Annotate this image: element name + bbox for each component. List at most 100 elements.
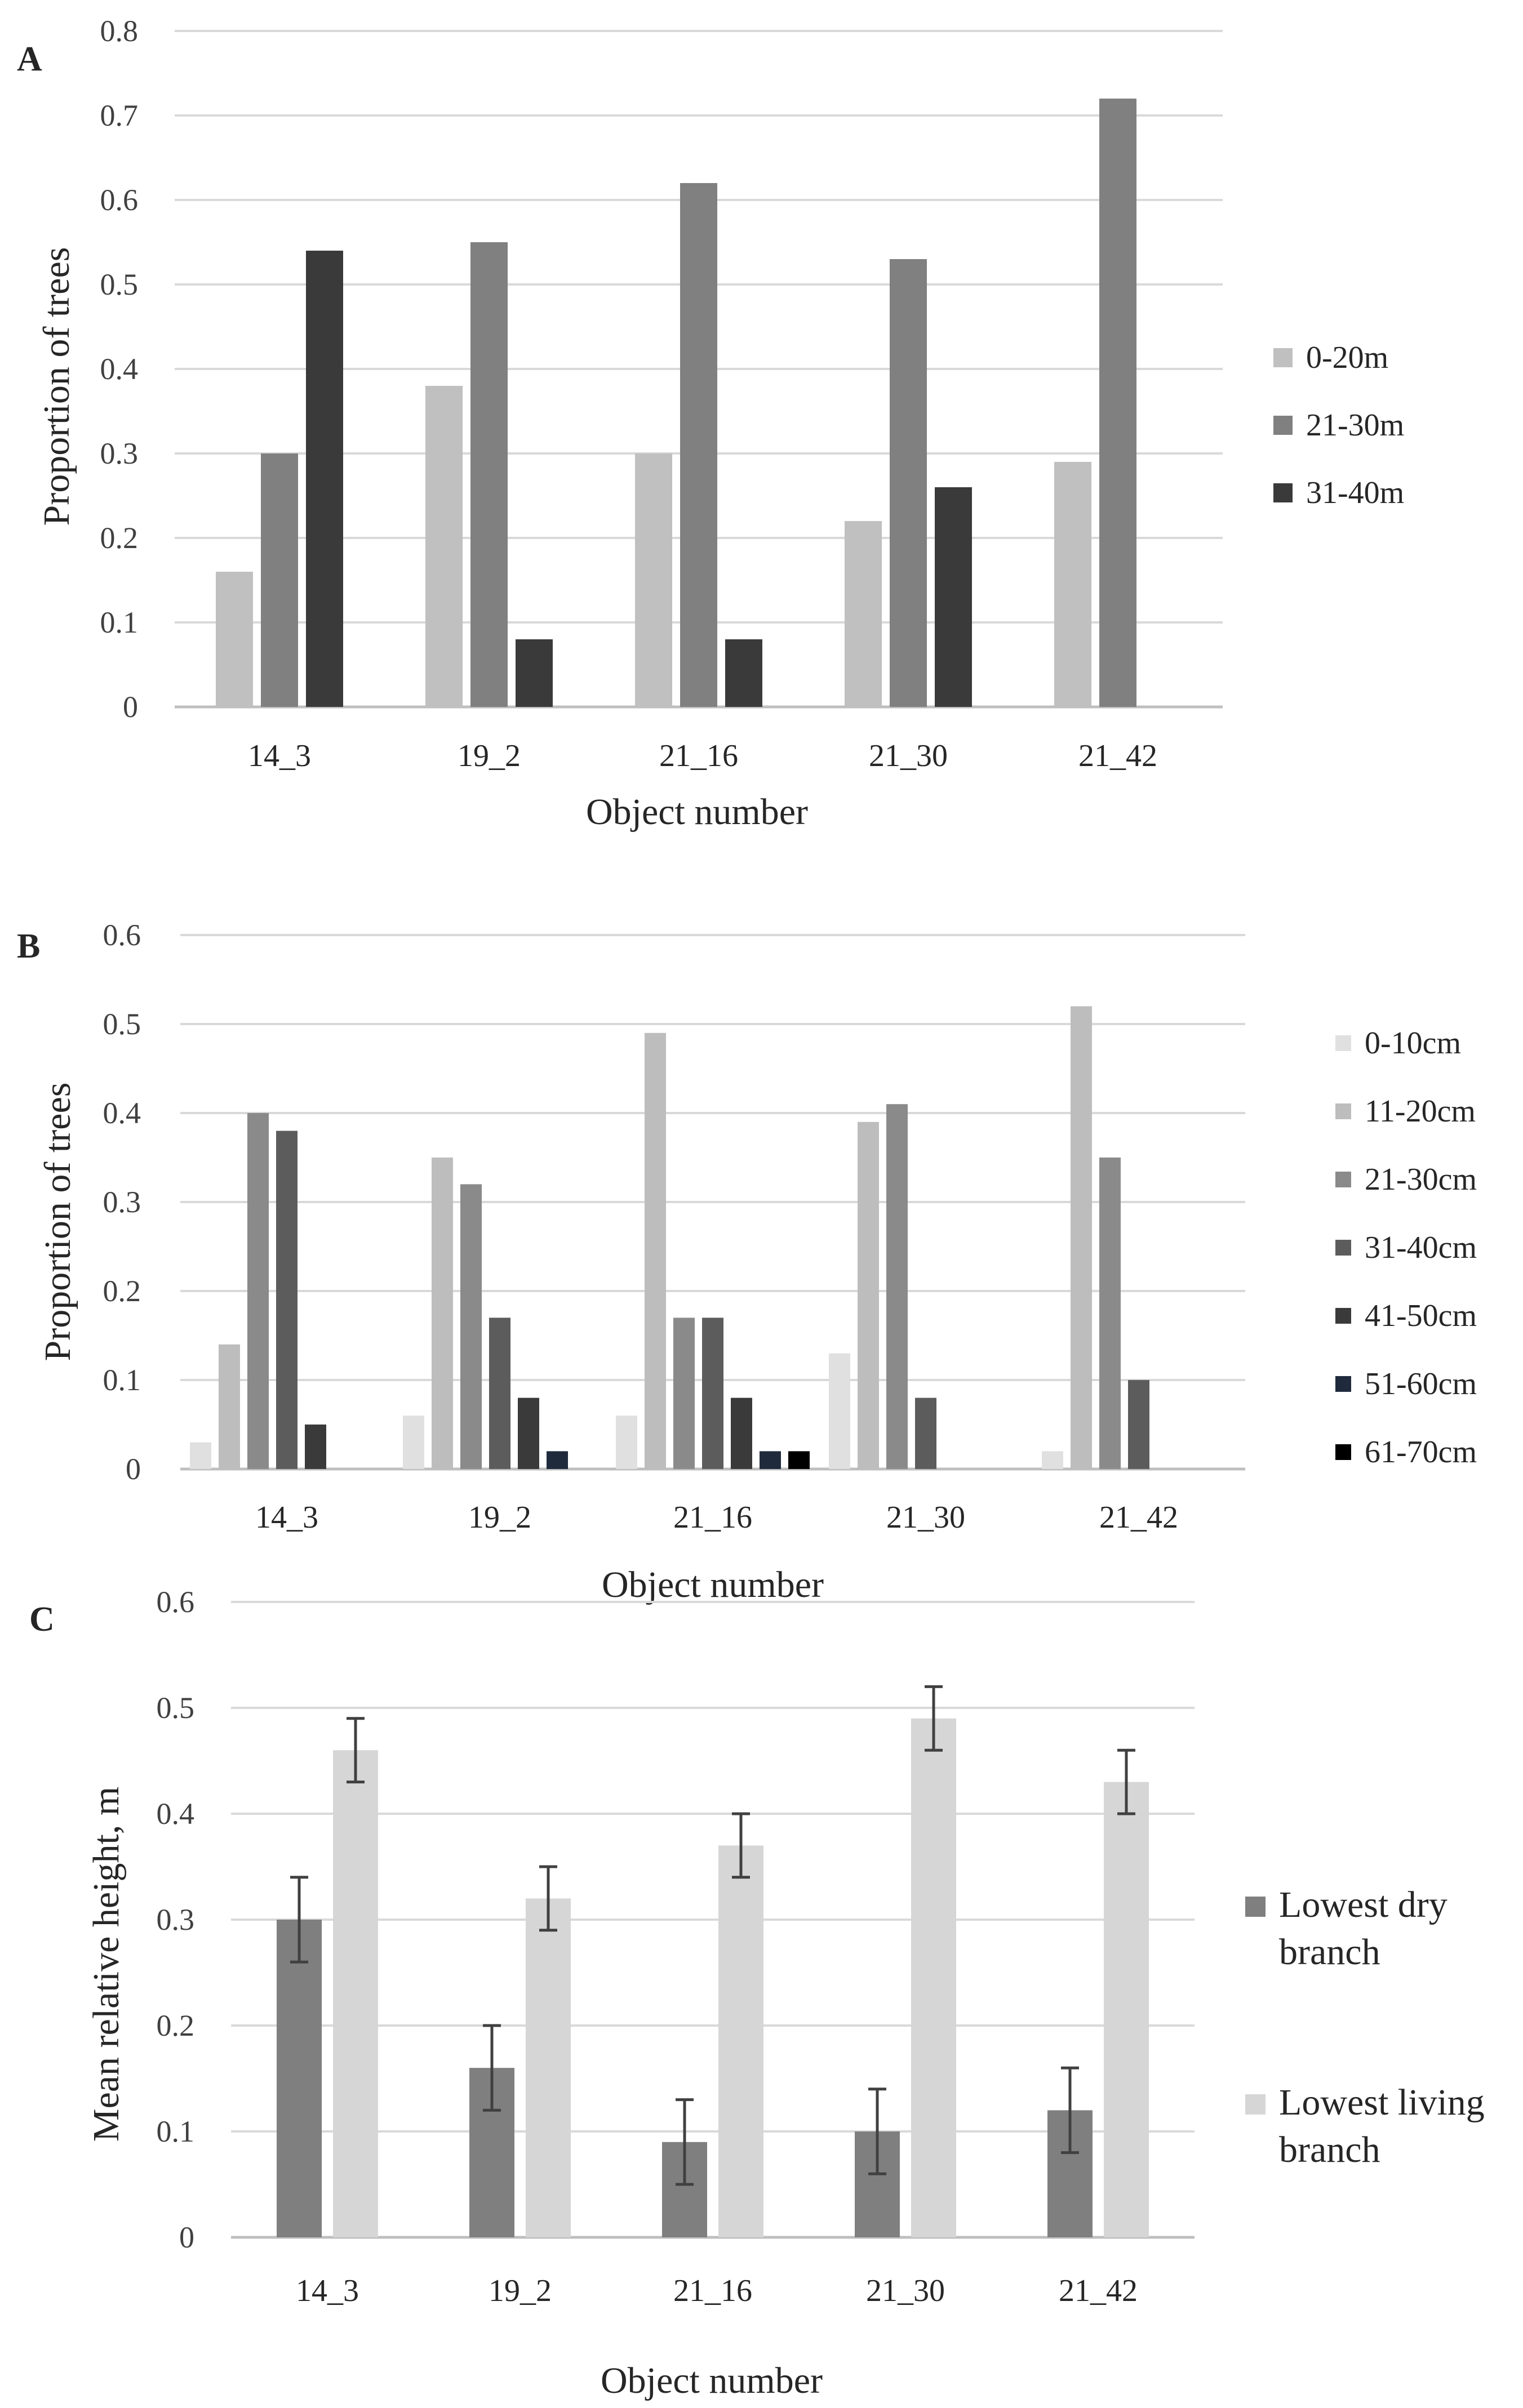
panel-b-gridlines <box>180 934 1245 1471</box>
a-bar-21_42-s1 <box>1099 99 1136 707</box>
legend-label: branch <box>1279 1931 1380 1973</box>
a-x-tick-label: 21_30 <box>869 738 948 773</box>
c-x-tick-label: 21_42 <box>1059 2273 1138 2308</box>
c-y-tick-label: 0.2 <box>157 2009 195 2042</box>
b-bar-21_42-s3 <box>1128 1380 1149 1469</box>
panel-b-y-axis-title: Proportion of trees <box>37 1083 78 1361</box>
b-y-tick-label: 0.4 <box>103 1096 141 1130</box>
legend-swatch <box>1335 1308 1351 1324</box>
legend-label: Lowest living <box>1279 2082 1485 2123</box>
c-x-tick-label: 14_3 <box>296 2273 359 2308</box>
panel-c-y-axis-title: Mean relative height, m <box>86 1787 127 2142</box>
a-bar-21_16-s1 <box>680 183 717 707</box>
b-x-tick-label: 21_16 <box>673 1500 752 1535</box>
legend-swatch <box>1273 416 1293 435</box>
panel-b-legend: 0-10cm 11-20cm 21-30cm 31-40cm 41-50cm 51-60c… <box>1335 1026 1477 1470</box>
legend-swatch <box>1335 1035 1351 1051</box>
b-bar-21_30-s1 <box>858 1121 879 1469</box>
c-error-bar-14_3-s0 <box>290 1876 308 1964</box>
a-y-tick-label: 0.4 <box>100 352 139 386</box>
a-x-tick-label: 21_42 <box>1078 738 1157 773</box>
b-bar-14_3-s0 <box>190 1442 211 1469</box>
c-bar-14_3-s0 <box>277 1920 322 2237</box>
panel-a-y-ticks: 0 0.1 0.2 0.3 0.4 0.5 0.6 0.7 0.8 <box>100 14 139 724</box>
b-bar-21_42-s2 <box>1099 1158 1121 1469</box>
b-bar-14_3-s2 <box>247 1113 269 1469</box>
panel-c-letter: C <box>29 1600 55 1639</box>
b-legend-item: 11-20cm <box>1335 1094 1476 1129</box>
b-bar-21_30-s2 <box>886 1104 908 1469</box>
c-error-bar-21_42-s1 <box>1117 1748 1135 1815</box>
panel-b-x-labels: 14_3 19_2 21_16 21_30 21_42 <box>255 1500 1178 1535</box>
legend-swatch <box>1335 1376 1351 1392</box>
legend-swatch <box>1273 348 1293 367</box>
panel-c-x-axis-title: Object number <box>601 2360 823 2401</box>
a-y-tick-label: 0.6 <box>100 183 139 217</box>
b-bar-19_2-s1 <box>432 1158 453 1469</box>
a-bar-21_30-s0 <box>845 521 882 707</box>
c-bar-14_3-s1 <box>333 1750 378 2237</box>
legend-swatch <box>1335 1103 1351 1119</box>
legend-label: Lowest dry <box>1279 1884 1447 1925</box>
c-y-tick-label: 0.3 <box>157 1903 195 1937</box>
c-error-bar-21_30-s1 <box>925 1685 943 1752</box>
b-y-tick-label: 0.3 <box>103 1185 141 1219</box>
panel-c-y-ticks: 0 0.1 0.2 0.3 0.4 0.5 0.6 <box>157 1585 195 2254</box>
b-bar-21_16-s0 <box>616 1416 637 1469</box>
c-bar-21_30-s1 <box>911 1718 956 2237</box>
a-bar-21_30-s1 <box>890 259 927 707</box>
c-x-tick-label: 21_16 <box>673 2273 752 2308</box>
c-bar-21_16-s1 <box>718 1845 763 2237</box>
c-error-bar-21_30-s0 <box>868 2087 886 2175</box>
a-legend-item: 31-40m <box>1273 475 1404 510</box>
panel-c-x-labels: 14_3 19_2 21_16 21_30 21_42 <box>296 2273 1138 2308</box>
panel-a-legend: 0-20m 21-30m 31-40m <box>1273 340 1404 510</box>
panel-b-x-axis-title: Object number <box>602 1564 824 1605</box>
panel-b-y-ticks: 0 0.1 0.2 0.3 0.4 0.5 0.6 <box>103 918 141 1486</box>
legend-label: 31-40cm <box>1365 1230 1477 1265</box>
c-bar-21_42-s1 <box>1104 1782 1149 2237</box>
c-error-bar-14_3-s1 <box>347 1717 365 1784</box>
panel-a-chart: A 0 0.1 0.2 0.3 0.4 0.5 0.6 0.7 0.8 14_3 19_2 21_1… <box>17 14 1404 833</box>
b-bar-14_3-s4 <box>305 1425 326 1469</box>
a-legend-item: 21-30m <box>1273 408 1404 443</box>
b-bar-19_2-s4 <box>518 1397 539 1469</box>
a-bar-14_3-s2 <box>306 251 343 707</box>
b-bar-21_42-s1 <box>1071 1006 1092 1469</box>
c-error-bar-19_2-s1 <box>539 1865 557 1932</box>
panel-a-letter: A <box>17 40 42 78</box>
legend-label: 31-40m <box>1306 475 1404 510</box>
a-legend-item: 0-20m <box>1273 340 1388 375</box>
a-x-tick-label: 21_16 <box>659 738 738 773</box>
b-bar-21_30-s0 <box>829 1353 850 1469</box>
a-x-tick-label: 14_3 <box>248 738 311 773</box>
b-y-tick-label: 0 <box>126 1452 141 1486</box>
legend-label: branch <box>1279 2129 1380 2170</box>
c-error-bar-21_42-s0 <box>1061 2066 1079 2155</box>
b-bar-19_2-s0 <box>403 1416 424 1469</box>
panel-a-y-axis-title: Proportion of trees <box>36 247 77 526</box>
panel-a-x-axis-title: Object number <box>586 791 808 833</box>
a-bar-14_3-s0 <box>216 572 253 707</box>
a-y-tick-label: 0.5 <box>100 268 139 301</box>
c-x-tick-label: 19_2 <box>489 2273 552 2308</box>
legend-label: 11-20cm <box>1365 1094 1476 1129</box>
legend-swatch <box>1245 2094 1266 2115</box>
b-x-tick-label: 21_30 <box>886 1500 965 1535</box>
a-y-tick-label: 0.8 <box>100 14 139 48</box>
b-bar-19_2-s3 <box>489 1317 510 1469</box>
c-y-tick-label: 0.1 <box>157 2115 195 2148</box>
b-y-tick-label: 0.6 <box>103 918 141 952</box>
legend-label: 41-50cm <box>1365 1298 1477 1333</box>
legend-label: 0-20m <box>1306 340 1388 375</box>
legend-label: 21-30m <box>1306 408 1404 443</box>
b-bar-14_3-s1 <box>219 1344 240 1469</box>
panel-a-x-labels: 14_3 19_2 21_16 21_30 21_42 <box>248 738 1157 773</box>
c-error-bar-21_16-s0 <box>676 2098 694 2186</box>
c-x-tick-label: 21_30 <box>866 2273 945 2308</box>
b-legend-item: 21-30cm <box>1335 1162 1477 1197</box>
panel-c-chart: C 0 0.1 0.2 0.3 0.4 0.5 0.6 14_3 19_2 21_16 21_30… <box>29 1585 1485 2401</box>
c-y-tick-label: 0.6 <box>157 1585 195 1619</box>
c-bar-19_2-s1 <box>526 1898 571 2237</box>
